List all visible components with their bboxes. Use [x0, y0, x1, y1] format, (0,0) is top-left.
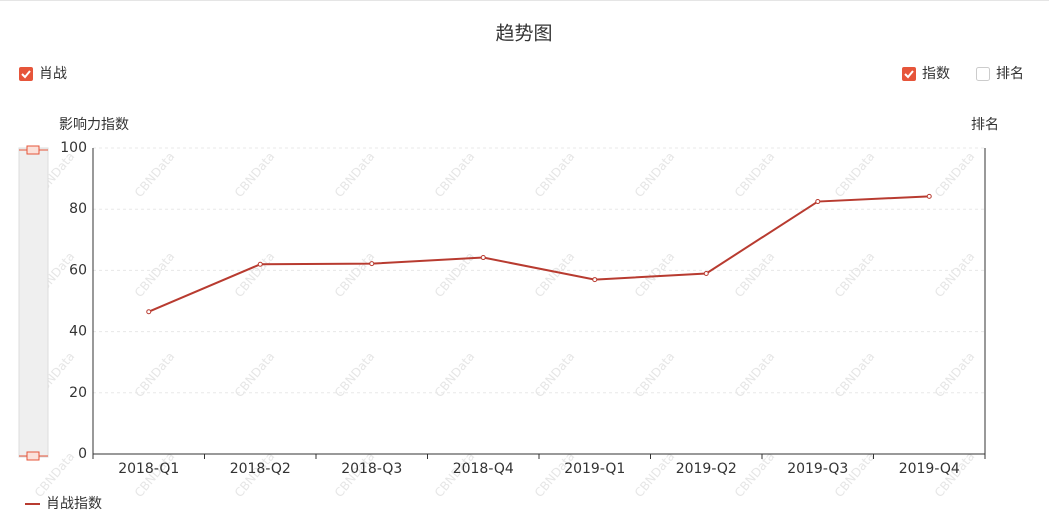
watermark: CBNData [832, 249, 878, 300]
watermark: CBNData [532, 149, 578, 200]
checkmark [904, 70, 914, 79]
point [369, 261, 375, 267]
point [480, 255, 486, 261]
toggle-checkbox[interactable] [976, 67, 990, 81]
watermark: CBNData [932, 249, 978, 300]
y-tick-label: 60 [69, 262, 87, 278]
point [257, 261, 263, 267]
point [926, 193, 932, 199]
watermark: CBNData [632, 449, 678, 500]
x-tick-label: 2018-Q1 [118, 461, 179, 477]
toggle-checkbox[interactable] [902, 67, 916, 81]
y-axis-label: 影响力指数 [59, 117, 129, 133]
point [592, 277, 598, 283]
point [703, 270, 709, 276]
watermark: CBNData [432, 149, 478, 200]
x-tick-label: 2018-Q3 [341, 461, 402, 477]
toggle-label: 排名 [996, 66, 1024, 82]
watermark: CBNData [932, 149, 978, 200]
watermark: CBNData [732, 449, 778, 500]
watermark: CBNData [232, 149, 278, 200]
zoom-handle-bottom[interactable] [19, 451, 48, 461]
checkbox[interactable] [902, 67, 916, 81]
y2-axis-label: 排名 [971, 117, 999, 133]
toggle-label: 指数 [922, 66, 950, 82]
filter-checkbox[interactable] [19, 67, 33, 81]
y-tick-label: 80 [69, 201, 87, 217]
watermark: CBNData [332, 149, 378, 200]
x-tick-label: 2019-Q4 [899, 461, 960, 477]
x-tick-label: 2019-Q2 [676, 461, 737, 477]
watermark: CBNData [632, 149, 678, 200]
watermark: CBNData [232, 249, 278, 300]
y-tick-label: 40 [69, 324, 87, 340]
watermark: CBNData [832, 149, 878, 200]
watermarks: CBNData CBNData CBNData CBNData CBNData CBNDa… [32, 149, 978, 500]
y-tick-label: 20 [69, 385, 87, 401]
watermark: CBNData [132, 249, 178, 300]
checkbox[interactable] [19, 67, 33, 81]
filter-label: 肖战 [39, 66, 67, 82]
y-tick-label: 0 [78, 446, 87, 462]
x-tick-label: 2019-Q1 [564, 461, 625, 477]
zoom-handle-top[interactable] [19, 145, 48, 155]
watermark: CBNData [332, 249, 378, 300]
x-tick-label: 2018-Q2 [230, 461, 291, 477]
legend-label: 肖战指数 [46, 496, 102, 512]
checkmark [21, 70, 31, 79]
chart-title: 趋势图 [495, 23, 552, 45]
watermark: CBNData [132, 149, 178, 200]
y-tick-label: 100 [60, 140, 87, 156]
zoom-slider[interactable] [18, 147, 49, 458]
x-tick-label: 2019-Q3 [787, 461, 848, 477]
checkbox[interactable] [976, 67, 990, 81]
line [148, 195, 930, 313]
point [815, 199, 821, 205]
watermark: CBNData [732, 149, 778, 200]
watermark: CBNData [432, 249, 478, 300]
x-tick-label: 2018-Q4 [453, 461, 514, 477]
watermark: CBNData [732, 249, 778, 300]
point [146, 309, 152, 315]
